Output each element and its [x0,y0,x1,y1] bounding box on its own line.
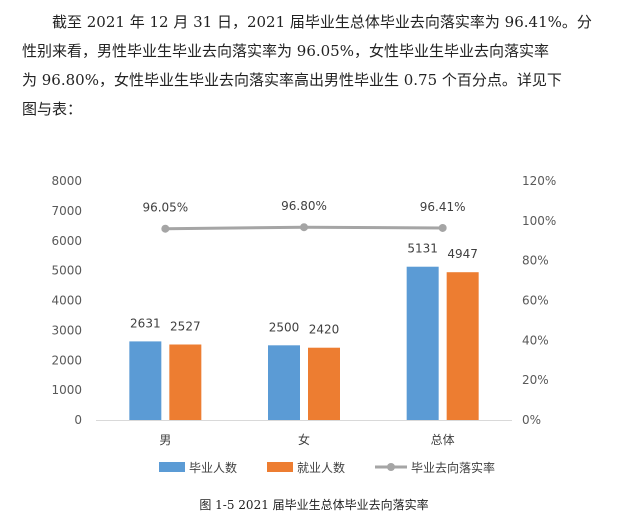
rate-point [161,224,170,233]
legend-label: 毕业人数 [189,460,237,475]
bar-graduates [406,266,439,420]
bar-employed [446,272,479,420]
bar-employed [169,344,202,420]
rate-point [300,223,308,232]
bar-value-label: 5131 [407,242,438,256]
legend-line-marker [387,463,395,471]
y2-tick-label: 60% [522,294,549,308]
x-category-label: 总体 [431,433,455,447]
rate-value-label: 96.80% [281,199,327,213]
intro-paragraph: 截至 2021 年 12 月 31 日，2021 届毕业生总体毕业去向落实率为 … [22,8,608,124]
paragraph-line: 为 96.80%，女性毕业生毕业去向落实率高出男性毕业生 0.75 个百分点。详… [22,71,562,89]
rate-value-label: 96.41% [420,200,466,214]
y-tick-label: 7000 [51,204,82,218]
y-tick-label: 5000 [51,264,82,278]
y2-tick-label: 40% [522,333,549,347]
y2-tick-label: 100% [522,214,556,228]
y-tick-label: 2000 [51,353,82,367]
legend-label: 毕业去向落实率 [411,460,495,475]
bar-graduates [268,345,300,420]
paragraph-line: 截至 2021 年 12 月 31 日，2021 届毕业生总体毕业去向落实率为 … [52,13,592,31]
paragraph-line: 图与表： [22,100,83,118]
bar-value-label: 2631 [130,316,161,330]
rate-value-label: 96.05% [142,201,188,215]
bar-value-label: 4947 [447,247,478,261]
y2-tick-label: 20% [522,373,549,387]
x-category-label: 男 [159,433,171,447]
bar-value-label: 2500 [269,320,300,334]
y-tick-label: 8000 [51,174,82,188]
y2-tick-label: 0% [522,413,541,427]
y-tick-label: 4000 [51,294,82,308]
y-tick-label: 0 [74,413,82,427]
rate-point [438,223,447,232]
paragraph-line: 性别来看，男性毕业生毕业去向落实率为 96.05%，女性毕业生毕业去向落实率 [22,42,549,60]
bar-value-label: 2527 [170,320,201,334]
legend-label: 就业人数 [297,460,345,475]
x-category-label: 女 [298,432,310,447]
bar-employed [308,347,340,420]
legend-swatch [267,462,293,472]
bar-value-label: 2420 [309,323,340,337]
y2-tick-label: 80% [522,254,549,268]
y-tick-label: 3000 [51,323,82,337]
figure-caption: 图 1-5 2021 届毕业生总体毕业去向落实率 [199,498,429,512]
bar-graduates [129,341,162,420]
legend-swatch [159,462,185,472]
y-tick-label: 1000 [51,383,82,397]
y2-tick-label: 120% [522,174,556,188]
y-tick-label: 6000 [51,234,82,248]
